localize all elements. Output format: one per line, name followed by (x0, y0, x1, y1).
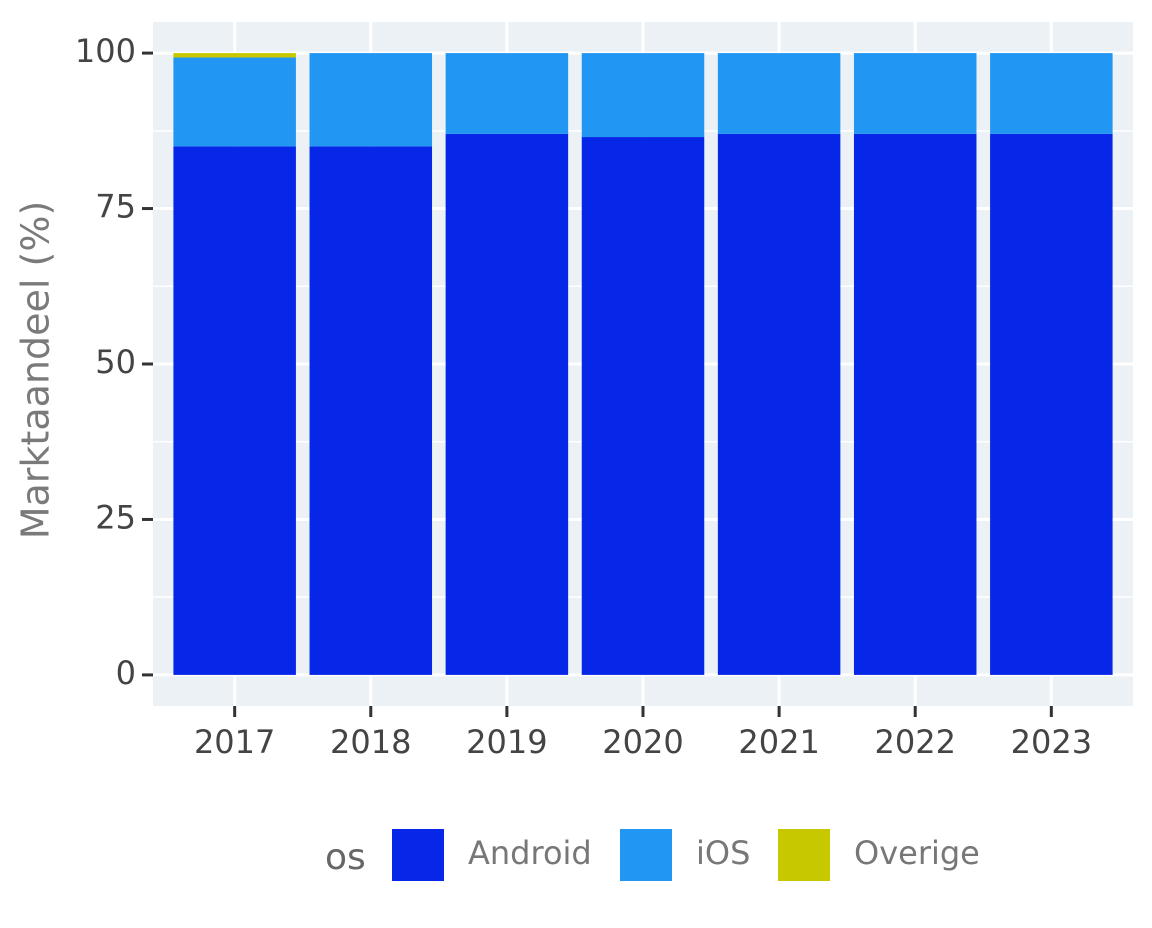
y-tick-label: 100 (75, 32, 136, 70)
bar-segment (990, 53, 1113, 134)
bar-segment (581, 53, 705, 138)
legend-title: os (325, 837, 366, 878)
y-tick-label: 25 (95, 498, 136, 536)
bar-segment (445, 133, 569, 675)
bar-segment (173, 57, 296, 147)
y-tick-label: 0 (116, 654, 136, 692)
bar-segment (445, 53, 569, 134)
bar-segment (309, 146, 433, 675)
legend: os Android iOS Overige (325, 829, 980, 881)
x-tick-label: 2017 (194, 723, 275, 761)
axes: 0 25 50 75 100 2017 2018 2019 2020 2021 2022 2023 (75, 32, 1092, 761)
y-axis-label: Marktaandeel (%) (14, 201, 58, 540)
x-tick-label: 2019 (466, 723, 547, 761)
bar-segment (173, 53, 296, 58)
y-tick-label: 50 (95, 343, 136, 381)
bar-segment (853, 53, 977, 134)
legend-label: Overige (854, 834, 980, 872)
bar-segment (717, 133, 841, 675)
bar-segment (853, 133, 977, 675)
x-tick-label: 2020 (602, 723, 683, 761)
x-tick-label: 2022 (875, 723, 956, 761)
y-tick-label: 75 (95, 188, 136, 226)
legend-key (392, 829, 444, 881)
x-tick-label: 2018 (330, 723, 411, 761)
bar-segment (990, 133, 1113, 675)
bar-segment (581, 137, 705, 675)
legend-key (620, 829, 672, 881)
bar-segment (173, 146, 296, 675)
legend-label: iOS (696, 834, 750, 872)
bar-segment (309, 53, 433, 147)
legend-label: Android (468, 834, 592, 872)
bars (173, 53, 1113, 675)
bar-segment (717, 53, 841, 134)
x-tick-label: 2023 (1011, 723, 1092, 761)
x-tick-label: 2021 (738, 723, 819, 761)
legend-key (778, 829, 830, 881)
